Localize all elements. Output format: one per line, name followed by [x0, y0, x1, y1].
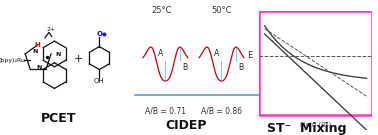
Text: +: +: [74, 54, 83, 64]
Text: H: H: [34, 42, 40, 48]
Text: N: N: [56, 51, 61, 57]
Text: ST⁻  Mixing: ST⁻ Mixing: [267, 122, 346, 135]
Text: 2+: 2+: [46, 27, 56, 32]
Text: E: E: [247, 51, 253, 60]
Text: PCET: PCET: [41, 112, 76, 125]
Text: A: A: [214, 49, 219, 58]
Text: N: N: [37, 65, 42, 70]
Text: 50°C: 50°C: [211, 6, 232, 15]
Text: 25°C: 25°C: [151, 6, 172, 15]
Text: O: O: [96, 31, 102, 37]
Text: OH: OH: [94, 78, 105, 84]
Text: A/B = 0.86: A/B = 0.86: [201, 106, 242, 115]
Text: B: B: [183, 63, 187, 72]
Text: N: N: [32, 49, 37, 54]
Text: CIDEP: CIDEP: [166, 119, 207, 132]
Text: A: A: [158, 49, 163, 58]
Text: B: B: [239, 63, 244, 72]
Text: (bpy)₂Ru: (bpy)₂Ru: [0, 58, 26, 63]
Text: A/B = 0.71: A/B = 0.71: [145, 106, 186, 115]
Text: Field (B₀): Field (B₀): [300, 122, 332, 128]
Bar: [259, 11, 372, 115]
